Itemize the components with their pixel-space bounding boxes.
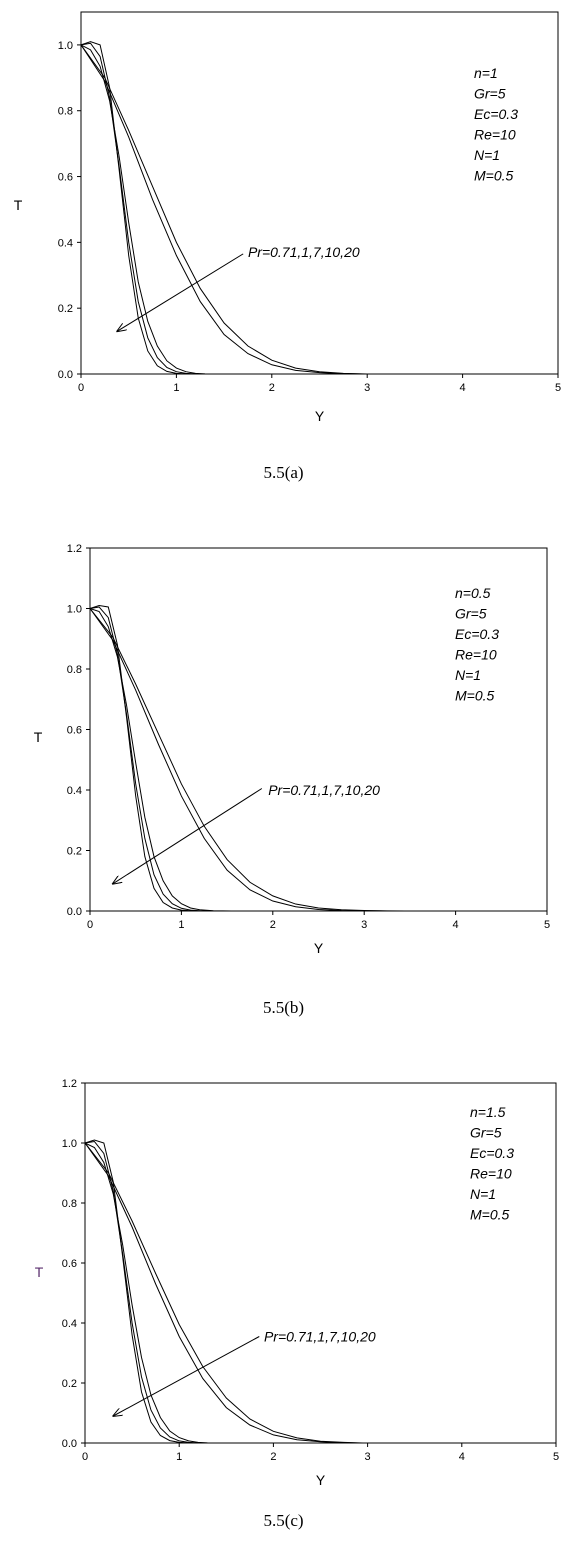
x-axis-label: Y [315,408,325,424]
y-tick-label: 0.6 [62,1258,77,1270]
y-tick-label: 1.0 [62,1138,77,1150]
x-tick-label: 4 [460,382,466,394]
x-tick-label: 4 [459,1451,465,1463]
x-tick-label: 5 [553,1451,559,1463]
y-axis-label: T [14,197,23,213]
series-line-2 [84,1142,359,1444]
y-tick-label: 0.2 [67,846,82,858]
parameter-label: Re=10 [474,127,516,143]
x-tick-label: 1 [178,919,184,931]
x-tick-label: 0 [78,382,84,394]
figure-caption: 5.5(a) [263,463,304,482]
x-tick-label: 1 [173,382,179,394]
chart-svg: 0 1 2 3 4 5 0.0 0.2 0.4 0.6 0.8 1.0 1.2 Y Tn=1.5 Gr=5 Ec… [35,1078,559,1488]
y-tick-label: 0.2 [62,1378,77,1390]
x-tick-label: 0 [87,919,93,931]
series-line-4 [84,1140,208,1444]
series-line-1 [84,1142,363,1444]
x-tick-label: 0 [82,1451,88,1463]
series-line-3 [89,608,232,912]
parameter-label: N=1 [474,147,500,163]
figure-caption: 5.5(b) [262,998,305,1017]
y-tick-label: 0.0 [58,369,73,381]
annotation-text: Pr=0.71,1,7,10,20 [268,782,380,798]
y-tick-label: 1.2 [62,1078,77,1090]
series-line-5 [80,41,196,375]
y-tick-label: 1.0 [67,604,82,616]
series-line-3 [80,44,215,375]
series-line-4 [89,606,214,912]
x-axis-label: Y [314,940,324,956]
y-tick-label: 0.8 [62,1198,77,1210]
y-tick-label: 0.6 [67,725,82,737]
parameter-label: Re=10 [455,647,497,663]
parameter-label: Gr=5 [470,1125,502,1141]
parameter-label: Gr=5 [474,86,506,102]
x-tick-label: 2 [270,919,276,931]
parameter-label: n=0.5 [455,585,491,601]
parameter-label: N=1 [470,1186,496,1202]
plot-frame [89,547,548,912]
annotation-arrow [113,1336,260,1417]
parameter-label: M=0.5 [470,1207,510,1223]
y-tick-label: 1.2 [67,543,82,555]
y-tick-label: 0.6 [58,172,73,184]
x-tick-label: 5 [544,919,550,931]
y-axis-label: T [35,1264,44,1280]
y-axis-label: T [34,729,43,745]
x-tick-label: 2 [269,382,275,394]
series-line-5 [89,604,205,912]
y-tick-label: 0.4 [58,237,73,249]
chart-svg: 0 1 2 3 4 5 0.0 0.2 0.4 0.6 0.8 1.0 1.2 Y Tn=0.5 Gr=5 Ec… [34,543,550,956]
series-line-2 [80,44,363,375]
chart-svg: 0 1 2 3 4 5 0.0 0.2 0.4 0.6 0.8 1.0 Y Tn=1 Gr=5 Ec=0.3 R… [14,11,561,424]
annotation-arrow [113,788,263,883]
parameter-label: Ec=0.3 [470,1145,514,1161]
x-axis-label: Y [316,1472,326,1488]
parameter-label: Re=10 [470,1166,512,1182]
y-tick-label: 0.0 [67,906,82,918]
x-tick-label: 2 [270,1451,276,1463]
x-tick-label: 3 [364,382,370,394]
series-line-4 [80,42,206,375]
parameter-label: N=1 [455,667,481,683]
series-line-3 [84,1142,217,1444]
y-tick-label: 0.2 [58,303,73,315]
y-tick-label: 0.8 [58,106,73,118]
parameter-label: n=1.5 [470,1104,506,1120]
series-line-2 [89,608,392,912]
x-tick-label: 4 [453,919,459,931]
y-tick-label: 1.0 [58,40,73,52]
figure-caption: 5.5(c) [263,1511,304,1530]
parameter-label: Ec=0.3 [474,106,518,122]
y-tick-label: 0.0 [62,1438,77,1450]
parameter-label: M=0.5 [474,168,514,184]
plot-frame [80,11,559,375]
y-tick-label: 0.4 [67,785,82,797]
series-line-1 [80,44,368,375]
x-tick-label: 3 [361,919,367,931]
parameter-label: Gr=5 [455,606,487,622]
parameter-label: n=1 [474,65,498,81]
parameter-label: Ec=0.3 [455,626,499,642]
x-tick-label: 1 [176,1451,182,1463]
y-tick-label: 0.8 [67,664,82,676]
x-tick-label: 5 [555,382,561,394]
parameter-label: M=0.5 [455,688,495,704]
x-tick-label: 3 [365,1451,371,1463]
series-line-1 [89,608,406,912]
annotation-text: Pr=0.71,1,7,10,20 [248,244,360,260]
y-tick-label: 0.4 [62,1318,77,1330]
annotation-text: Pr=0.71,1,7,10,20 [264,1329,376,1345]
annotation-arrow [117,253,244,331]
series-line-5 [84,1139,199,1444]
